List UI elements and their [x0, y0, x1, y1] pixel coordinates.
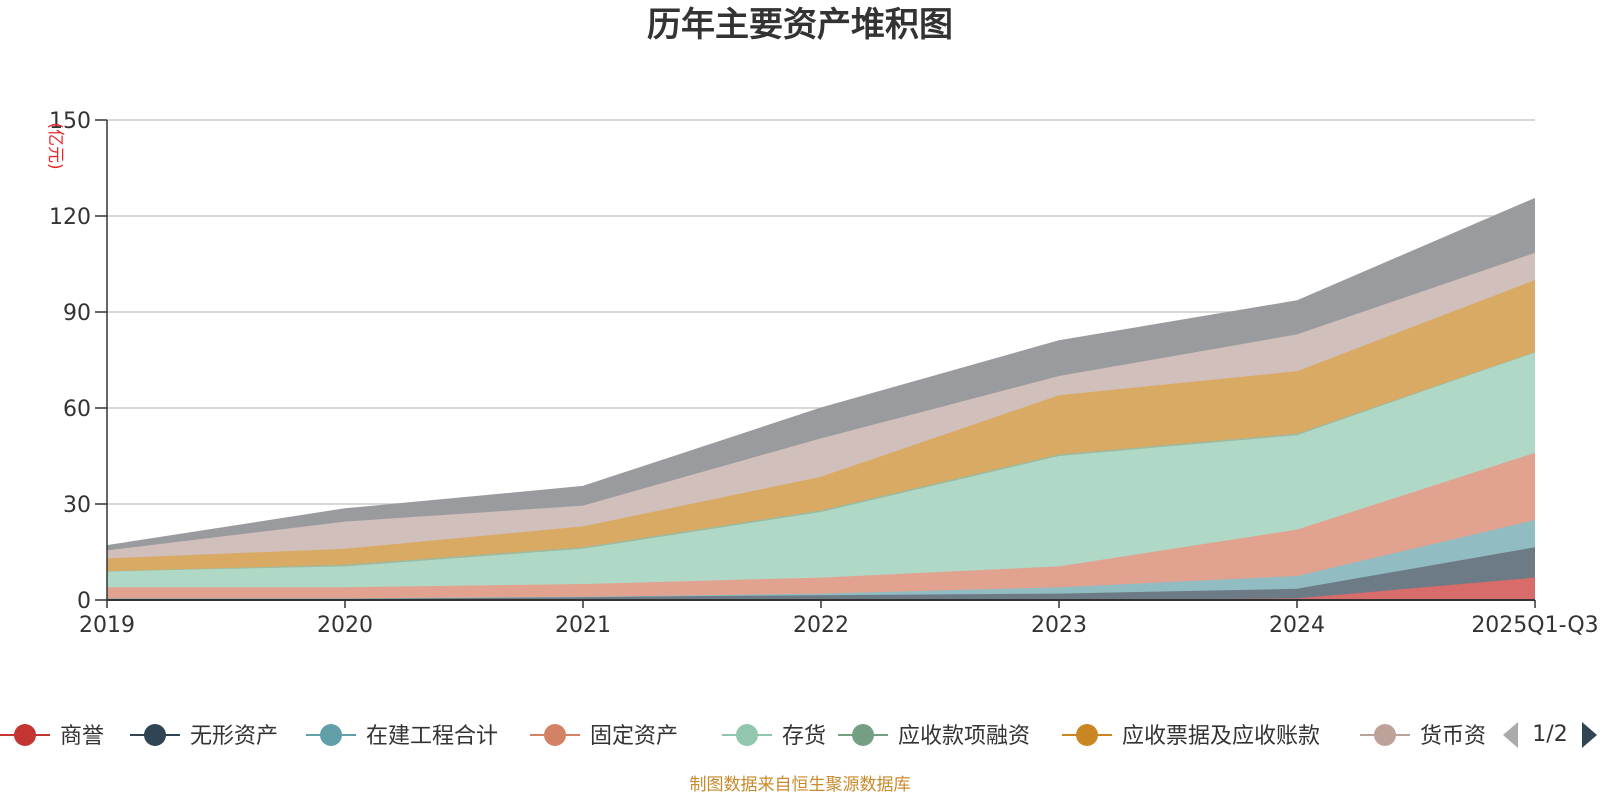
legend-item[interactable]: 固定资产 — [530, 724, 678, 749]
x-tick-label: 2025Q1-Q3 — [1471, 613, 1598, 638]
legend-swatch-icon — [14, 724, 36, 746]
legend-label: 在建工程合计 — [366, 724, 498, 749]
legend-swatch-icon — [320, 724, 342, 746]
chart-title: 历年主要资产堆积图 — [647, 5, 953, 45]
legend-page-indicator: 1/2 — [1532, 722, 1567, 747]
series-line-其他 — [106, 197, 1536, 547]
legend-item[interactable]: 应收票据及应收账款 — [1062, 724, 1320, 749]
legend-label: 货币资 — [1420, 724, 1486, 749]
y-tick-label: 30 — [63, 493, 91, 518]
legend-label: 商誉 — [60, 724, 104, 749]
legend-prev-page-icon[interactable] — [1503, 722, 1518, 748]
legend-item[interactable]: 应收款项融资 — [838, 724, 1030, 749]
legend[interactable]: 商誉 无形资产 在建工程合计 固定资产 存货 应收款项融资 应收票据及应收账款 货币资 — [0, 724, 1486, 749]
area-存货[interactable] — [107, 352, 1535, 588]
legend-swatch-icon — [736, 724, 758, 746]
legend-pager: 1/2 — [1503, 722, 1597, 748]
legend-swatch-icon — [544, 724, 566, 746]
area-应收票据及应收账款[interactable] — [107, 280, 1535, 572]
axes: 2019 2020 2021 2022 2023 2024 2025Q1-Q3 — [79, 120, 1599, 638]
legend-label: 应收票据及应收账款 — [1122, 724, 1320, 749]
data-source-note: 制图数据来自恒生聚源数据库 — [690, 775, 911, 795]
legend-swatch-icon — [1374, 724, 1396, 746]
legend-swatch-icon — [1076, 724, 1098, 746]
x-tick-label: 2021 — [555, 613, 611, 638]
y-tick-label: 60 — [63, 397, 91, 422]
area-series-group — [106, 197, 1536, 601]
legend-label: 存货 — [782, 724, 826, 749]
legend-swatch-icon — [852, 724, 874, 746]
legend-label: 无形资产 — [190, 724, 278, 749]
area-固定资产[interactable] — [107, 452, 1535, 599]
y-tick-label: 120 — [49, 205, 91, 230]
legend-swatch-icon — [144, 724, 166, 746]
legend-item[interactable]: 商誉 — [0, 724, 104, 749]
y-tick-label: 90 — [63, 301, 91, 326]
x-tick-label: 2020 — [317, 613, 373, 638]
legend-label: 应收款项融资 — [898, 724, 1030, 749]
legend-label: 固定资产 — [590, 724, 678, 749]
x-tick-label: 2023 — [1031, 613, 1087, 638]
legend-next-page-icon[interactable] — [1582, 722, 1597, 748]
y-tick-label: 0 — [77, 589, 91, 614]
area-商誉[interactable] — [107, 577, 1535, 600]
legend-item[interactable]: 无形资产 — [130, 724, 278, 749]
y-axis-unit-label: (亿元) — [45, 122, 65, 169]
x-tick-label: 2019 — [79, 613, 135, 638]
x-tick-label: 2022 — [793, 613, 849, 638]
legend-item[interactable]: 存货 — [722, 724, 826, 749]
y-tick-label: 150 — [49, 109, 91, 134]
legend-item[interactable]: 在建工程合计 — [306, 724, 498, 749]
legend-item[interactable]: 货币资 — [1360, 724, 1486, 749]
x-tick-label: 2024 — [1269, 613, 1325, 638]
